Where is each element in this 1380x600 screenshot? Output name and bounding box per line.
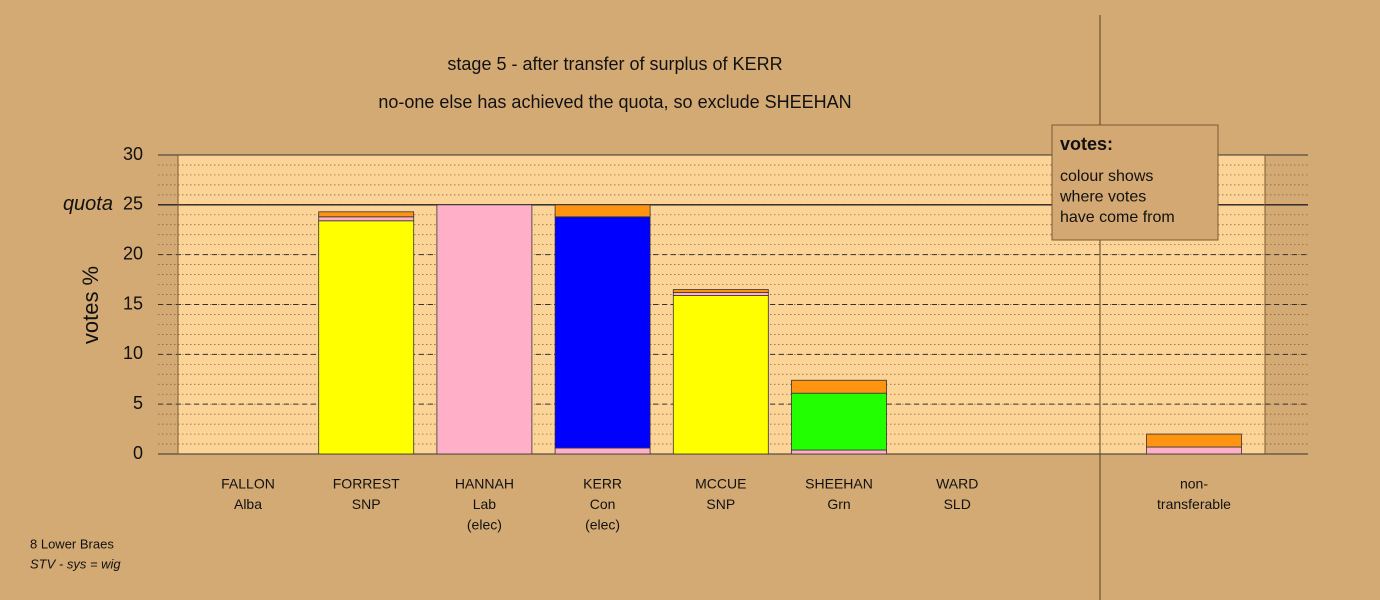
footnote: 8 Lower Braes xyxy=(30,536,114,551)
bar-segment xyxy=(672,295,769,455)
bar-segment xyxy=(672,289,769,293)
y-tick-label: 30 xyxy=(123,144,143,164)
bar-segment xyxy=(1146,433,1242,448)
x-tick-label: KERR xyxy=(583,476,622,492)
bar-segment xyxy=(554,447,651,455)
legend-box xyxy=(1051,124,1219,241)
x-tick-label: HANNAH xyxy=(455,476,514,492)
x-tick-label: WARD xyxy=(936,476,978,492)
x-tick-label: MCCUE xyxy=(695,476,746,492)
bar-segment xyxy=(1146,446,1242,455)
legend-text: colour shows xyxy=(1060,168,1153,185)
bar-segment xyxy=(554,204,651,218)
x-tick-label: Grn xyxy=(827,496,850,512)
legend-text: have come from xyxy=(1060,209,1175,226)
quota-label: quota xyxy=(63,193,113,215)
y-tick-label: 25 xyxy=(123,194,143,214)
y-tick-label: 20 xyxy=(123,243,143,263)
bar-segment xyxy=(672,292,769,296)
y-tick-label: 10 xyxy=(123,343,143,363)
x-tick-label: SHEEHAN xyxy=(805,476,873,492)
legend-title: votes: xyxy=(1060,134,1113,154)
x-tick-label: SNP xyxy=(352,496,381,512)
x-tick-label: (elec) xyxy=(467,517,502,533)
x-tick-label: FALLON xyxy=(221,476,275,492)
bar-segment xyxy=(791,449,887,455)
bar-segment xyxy=(318,211,415,218)
legend-text: where votes xyxy=(1059,189,1146,206)
x-tick-label: (elec) xyxy=(585,517,620,533)
bar-segment xyxy=(318,216,415,222)
x-tick-label: Con xyxy=(590,496,616,512)
bar-segment xyxy=(791,392,887,451)
chart-subtitle: no-one else has achieved the quota, so e… xyxy=(378,92,851,112)
x-tick-label: Alba xyxy=(234,496,262,512)
x-tick-label: SNP xyxy=(706,496,735,512)
bar-segment xyxy=(791,379,887,394)
x-tick-label: FORREST xyxy=(333,476,400,492)
bar-segment xyxy=(436,204,533,455)
y-tick-label: 0 xyxy=(133,443,143,463)
x-tick-label: SLD xyxy=(944,496,971,512)
x-tick-label: non- xyxy=(1180,476,1208,492)
y-tick-label: 5 xyxy=(133,393,143,413)
x-tick-label: transferable xyxy=(1157,496,1231,512)
chart-title: stage 5 - after transfer of surplus of K… xyxy=(447,54,782,74)
bar-segment xyxy=(554,216,651,449)
footnote: STV - sys = wig xyxy=(30,556,121,571)
x-tick-label: Lab xyxy=(473,496,497,512)
y-tick-label: 15 xyxy=(123,293,143,313)
y-axis-label: votes % xyxy=(78,266,103,344)
bar-segment xyxy=(318,220,415,455)
